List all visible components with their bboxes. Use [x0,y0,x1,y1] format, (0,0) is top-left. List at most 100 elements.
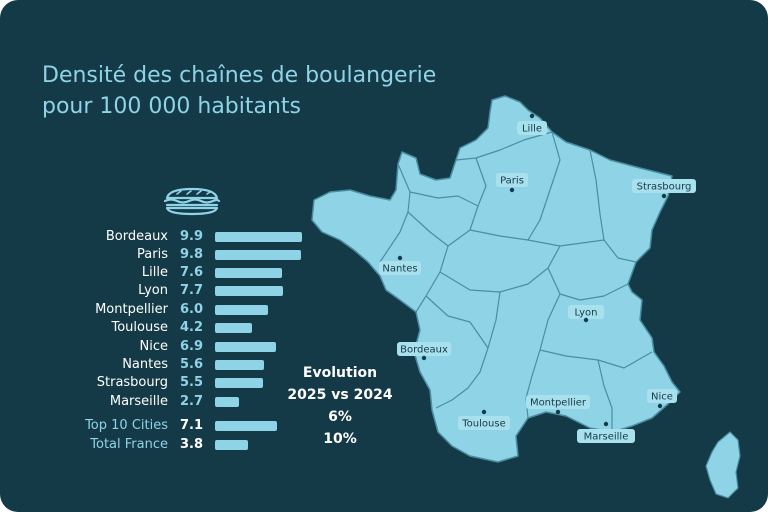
bar [215,232,302,242]
bar [215,360,264,370]
city-label-bg [568,305,604,319]
city-label: Montpellier [530,398,587,409]
data-label: 4.2 [180,320,204,335]
data-label: 2.7 [180,394,204,409]
category-label: Toulouse [111,320,168,335]
city-label-bg [397,342,451,356]
bar-row: Paris 9.8 [0,246,320,264]
data-label: 6.9 [180,339,204,354]
bar [215,397,239,407]
data-label: 3.8 [180,437,204,452]
city-label-bg [632,179,696,193]
city-dot [481,409,487,415]
bar [215,268,282,278]
category-label: Top 10 Cities [85,418,168,433]
city-label-bg [517,121,547,135]
sandwich-bread-icon [163,187,221,216]
evolution-label: Evolution [302,365,378,381]
data-label: 7.1 [180,418,204,433]
city-marker: Marseille [577,421,635,443]
city-label: Toulouse [461,419,505,430]
bar-row: Bordeaux 9.9 [0,228,320,246]
city-label-bg [647,389,677,403]
evolution-period: 2025 vs 2024 [287,387,393,403]
data-label: 9.9 [180,229,204,244]
city-marker: Nice [647,389,677,409]
category-label: Paris [137,247,168,262]
evolution-value-total: 10% [323,431,357,447]
bar [215,342,276,352]
city-dot [397,255,403,261]
bar [215,323,252,333]
chart-title-line-1: Densité des chaînes de boulangerie [42,63,437,88]
city-marker: Bordeaux [397,342,451,361]
bar-row: Lyon 7.7 [0,282,320,300]
category-label: Lyon [138,283,168,298]
category-label: Nice [139,339,168,354]
city-marker: Paris [496,173,528,193]
chart-title-line-2: pour 100 000 habitants [42,94,302,119]
city-marker: Strasbourg [632,179,696,199]
city-label: Lyon [574,308,597,319]
data-label: 5.5 [180,375,204,390]
city-label: Marseille [584,432,629,443]
city-label: Nice [651,392,673,403]
category-label: Strasbourg [96,375,168,390]
city-label-bg [496,173,528,187]
bar [215,250,301,260]
city-label-bg [577,429,635,443]
city-label: Lille [522,124,542,135]
bar [215,378,263,388]
bar-row: Strasbourg 5.5 [0,374,320,392]
data-label: 5.6 [180,357,204,372]
city-label-bg [526,395,590,409]
city-dot [421,355,427,361]
category-label: Lille [141,265,168,280]
category-label: Nantes [122,357,168,372]
bar-row: Nice 6.9 [0,338,320,356]
city-dot [603,421,609,427]
city-label: Strasbourg [637,182,692,193]
city-dot [555,409,561,415]
city-dot [509,187,515,193]
city-label: Paris [500,176,524,187]
bar-row: Toulouse 4.2 [0,319,320,337]
region-borders [379,131,653,432]
evolution-value-top10: 6% [328,409,352,425]
bar-row: Montpellier 6.0 [0,301,320,319]
city-dot [529,113,535,119]
data-label: 7.7 [180,283,204,298]
category-label: Bordeaux [105,229,168,244]
data-label: 7.6 [180,265,204,280]
city-label-bg [379,261,421,275]
bar-row: Total France 3.8 [0,436,320,454]
city-marker: Lyon [568,305,604,323]
bar-row: Nantes 5.6 [0,356,320,374]
city-dot [583,317,589,323]
city-dot [661,193,667,199]
category-label: Marseille [109,394,168,409]
evolution-panel: Evolution 2025 vs 2024 6% 10% [270,362,410,450]
city-label: Nantes [382,264,417,275]
city-marker: Montpellier [526,395,590,415]
city-label: Bordeaux [400,345,448,356]
data-label: 9.8 [180,247,204,262]
france-mainland [311,95,681,463]
bar [215,440,248,450]
city-label-bg [458,416,510,430]
bar [215,421,277,431]
bar-row: Top 10 Cities 7.1 [0,417,320,435]
bar-row: Marseille 2.7 [0,393,320,411]
bar [215,305,268,315]
city-marker: Toulouse [458,409,510,430]
city-marker: Nantes [379,255,421,275]
bar [215,286,283,296]
corsica [705,431,741,499]
city-dot [657,403,663,409]
data-label: 6.0 [180,302,204,317]
city-markers: Lille Paris Strasbourg Nantes Lyon Bordeaux Ni… [379,113,696,443]
category-label: Montpellier [95,302,168,317]
category-label: Total France [90,437,168,452]
